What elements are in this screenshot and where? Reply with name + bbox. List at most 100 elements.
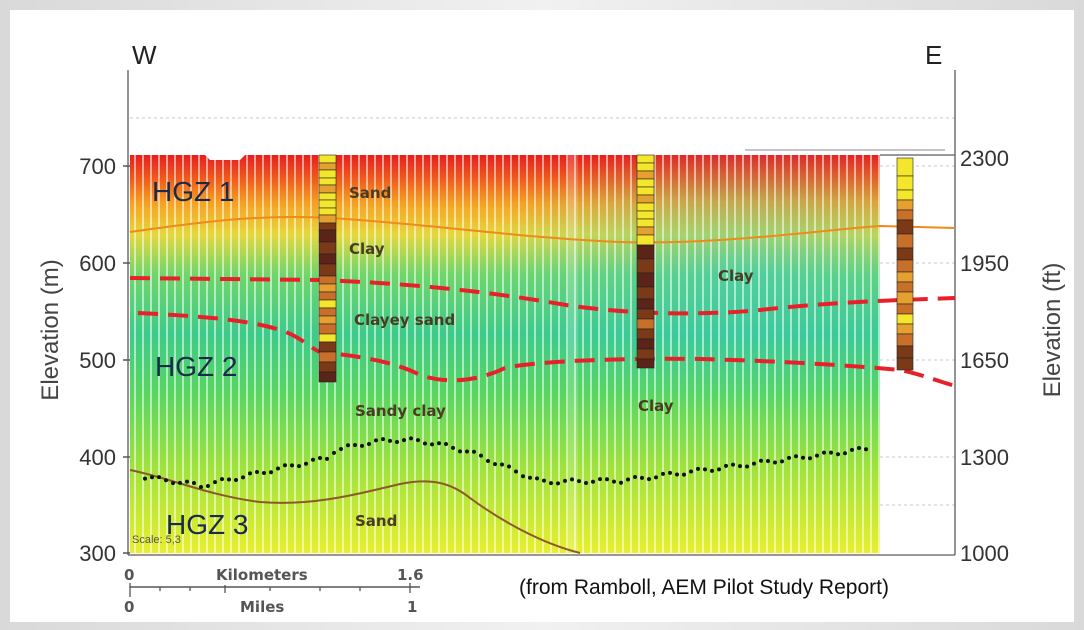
interface-dot: [500, 462, 504, 467]
scale-mi-end: 1: [407, 598, 417, 616]
lithology-label: Clayey sand: [354, 311, 455, 329]
interface-dot: [178, 480, 182, 485]
interface-dot: [255, 469, 259, 474]
boundary-dashed-lower: [137, 311, 956, 388]
interface-dot: [794, 454, 798, 459]
lithology-label: Sand: [349, 184, 391, 202]
interface-dot: [542, 478, 546, 483]
interface-dot: [444, 441, 448, 446]
interface-dot: [528, 475, 532, 480]
interface-dot: [479, 453, 483, 458]
borehole-segment: [636, 162, 655, 172]
scale-km-label: Kilometers: [216, 566, 308, 584]
borehole-segment: [636, 318, 655, 330]
borehole-segment: [896, 175, 914, 191]
interface-dot: [738, 464, 742, 469]
interface-dot: [234, 478, 238, 483]
interface-dot: [150, 475, 154, 480]
interface-dot: [836, 452, 840, 457]
borehole-segment: [318, 207, 337, 216]
interface-dot: [598, 477, 602, 482]
borehole-segment: [636, 272, 655, 288]
borehole-segment: [896, 199, 914, 211]
borehole-segment: [896, 247, 914, 261]
borehole-segment: [896, 281, 914, 293]
right-tick: 1300: [960, 445, 1009, 470]
right-tick: 1000: [960, 541, 1009, 566]
scale-mi-start: 0: [124, 598, 134, 616]
interface-dot: [787, 455, 791, 460]
left-tick: 700: [79, 154, 116, 179]
borehole-segment: [896, 323, 914, 335]
borehole-segment: [896, 189, 914, 201]
interface-dot: [766, 459, 770, 464]
borehole-segment: [318, 341, 337, 353]
interface-dot: [416, 438, 420, 443]
interface-dot: [605, 477, 609, 482]
interface-dot: [423, 441, 427, 446]
interface-dot: [563, 478, 567, 483]
interface-dot: [591, 479, 595, 484]
left-tick: 500: [79, 348, 116, 373]
interface-dot: [661, 471, 665, 476]
interface-dot: [549, 481, 553, 486]
interface-dot: [472, 449, 476, 454]
right-tick: 1950: [960, 251, 1009, 276]
interface-dot: [311, 457, 315, 462]
gridlines: [130, 117, 955, 506]
interface-dot: [759, 458, 763, 463]
resistivity-section: [130, 155, 880, 553]
borehole-segment: [636, 186, 655, 196]
borehole-segment: [636, 308, 655, 320]
interface-dot: [360, 443, 364, 448]
interface-dot: [514, 469, 518, 474]
borehole-segment: [318, 199, 337, 209]
interface-dot: [654, 475, 658, 480]
interface-dot: [675, 472, 679, 477]
interface-dot: [332, 450, 336, 455]
interface-dot: [815, 453, 819, 458]
interface-dot: [381, 437, 385, 442]
interface-dot: [745, 464, 749, 469]
borehole-segment: [636, 358, 655, 369]
interface-dot: [248, 471, 252, 476]
interface-dot: [213, 480, 217, 485]
borehole-segment: [318, 229, 337, 243]
interface-dot: [409, 436, 413, 441]
borehole-segment: [636, 328, 655, 340]
left-tick: 300: [79, 541, 116, 566]
interface-dot: [192, 481, 196, 486]
borehole-1: [318, 154, 337, 383]
scale-km-end: 1.6: [397, 566, 424, 584]
interface-dot: [682, 472, 686, 477]
lithology-label: Clay: [638, 397, 674, 415]
borehole-segment: [318, 214, 337, 224]
dotted-interface: [143, 436, 868, 490]
borehole-segment: [318, 333, 337, 343]
lithology-label: Sandy clay: [355, 402, 446, 420]
right-tick: 1650: [960, 348, 1009, 373]
borehole-segment: [896, 259, 914, 273]
borehole-segment: [896, 271, 914, 283]
left-ticks: [123, 165, 130, 554]
borehole-segment: [318, 253, 337, 265]
interface-dot: [157, 475, 161, 480]
interface-dot: [395, 440, 399, 445]
interface-dot: [325, 456, 329, 461]
interface-dot: [647, 477, 651, 482]
borehole-segment: [636, 178, 655, 188]
interface-dot: [241, 475, 245, 480]
borehole-segment: [636, 202, 655, 212]
borehole-segment: [636, 258, 655, 274]
borehole-segment: [636, 194, 655, 204]
interface-dot: [339, 446, 343, 451]
borehole-segment: [318, 315, 337, 325]
interface-dot: [619, 480, 623, 485]
borehole-segment: [318, 371, 337, 383]
borehole-segment: [896, 209, 914, 221]
interface-dot: [290, 463, 294, 468]
axis-frame: [127, 70, 956, 556]
borehole-segment: [318, 241, 337, 255]
interface-dot: [717, 467, 721, 472]
borehole-segment: [318, 291, 337, 301]
